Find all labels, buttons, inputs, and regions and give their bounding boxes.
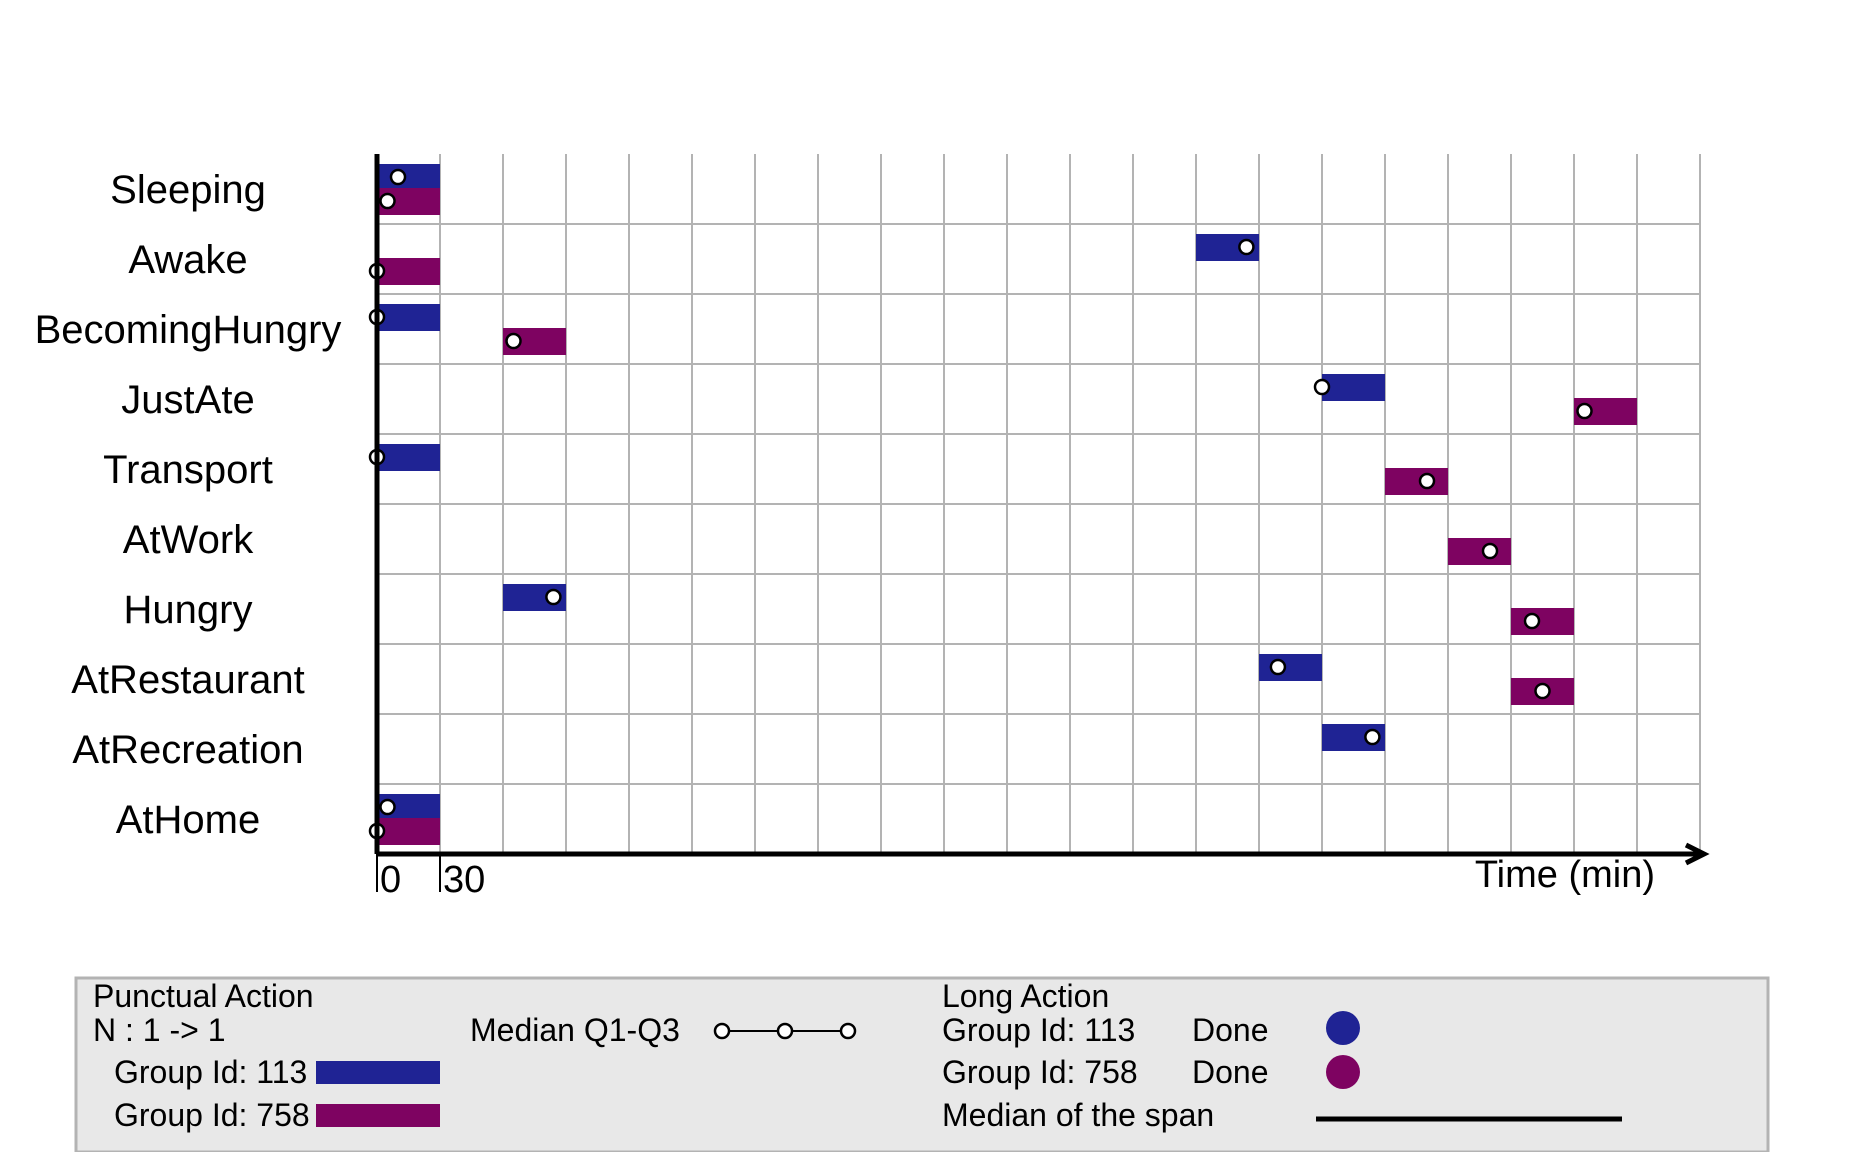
median-marker	[1418, 472, 1436, 490]
timeline-bar	[1511, 608, 1574, 635]
legend-punctual-title: Punctual Action	[93, 978, 314, 1014]
category-label: Transport	[103, 448, 273, 492]
category-label: AtRecreation	[72, 728, 303, 772]
category-label: AtRestaurant	[71, 658, 304, 702]
axes	[374, 154, 1710, 866]
median-marker	[1523, 612, 1541, 630]
median-marker	[1364, 728, 1381, 746]
category-label: AtWork	[123, 518, 254, 562]
category-label: Hungry	[124, 588, 253, 632]
median-marker	[505, 332, 522, 350]
median-marker	[1534, 682, 1551, 700]
category-label: BecomingHungry	[35, 308, 342, 352]
median-marker	[1269, 658, 1287, 676]
legend-done-113: Done	[1192, 1012, 1269, 1048]
legend: Punctual Action N : 1 -> 1 Group Id: 113…	[74, 976, 1770, 1152]
legend-long-title: Long Action	[942, 978, 1109, 1014]
x-axis-label: Time (min)	[1475, 854, 1655, 896]
category-label: Sleeping	[110, 168, 266, 212]
legend-median-label: Median Q1-Q3	[470, 1012, 680, 1048]
legend-median-glyph	[713, 1022, 857, 1040]
grid	[377, 154, 1701, 854]
timeline-bar	[377, 444, 440, 471]
legend-punctual-group-758: Group Id: 758	[114, 1097, 310, 1133]
timeline-bar	[1385, 468, 1448, 495]
legend-punctual-group-113: Group Id: 113	[114, 1054, 307, 1090]
legend-done-dot-113	[1326, 1011, 1360, 1045]
median-marker	[379, 798, 396, 816]
legend-long-group-758: Group Id: 758	[942, 1054, 1138, 1090]
timeline-bar	[1448, 538, 1511, 565]
category-labels: Sleeping Awake BecomingHungry JustAte Transp…	[35, 168, 342, 842]
median-marker	[545, 588, 562, 606]
median-marker	[1576, 402, 1593, 420]
timeline-bar	[377, 304, 440, 331]
median-marker	[1313, 378, 1331, 396]
category-label: JustAte	[121, 378, 254, 422]
legend-punctual-swatch-113	[316, 1061, 440, 1084]
timeline-bar	[1322, 374, 1385, 401]
timeline-bar	[377, 818, 440, 845]
legend-done-dot-758	[1326, 1055, 1360, 1089]
median-marker	[1238, 238, 1255, 256]
x-tick-labels: 0 30	[376, 854, 485, 901]
median-marker	[389, 168, 407, 186]
timeline-bar	[377, 258, 440, 285]
legend-punctual-swatch-758	[316, 1104, 440, 1127]
x-tick-label: 30	[443, 859, 485, 901]
timeline-bar	[1259, 654, 1322, 681]
category-label: Awake	[128, 238, 247, 282]
x-tick-label: 0	[380, 859, 401, 901]
legend-span-label: Median of the span	[942, 1097, 1214, 1133]
x-axis-arrow	[1684, 842, 1710, 866]
median-marker	[1481, 542, 1499, 560]
median-marker	[379, 192, 396, 210]
legend-done-758: Done	[1192, 1054, 1269, 1090]
category-label: AtHome	[116, 798, 261, 842]
legend-punctual-n: N : 1 -> 1	[93, 1012, 226, 1048]
legend-long-group-113: Group Id: 113	[942, 1012, 1135, 1048]
timeline-bar	[377, 164, 440, 191]
